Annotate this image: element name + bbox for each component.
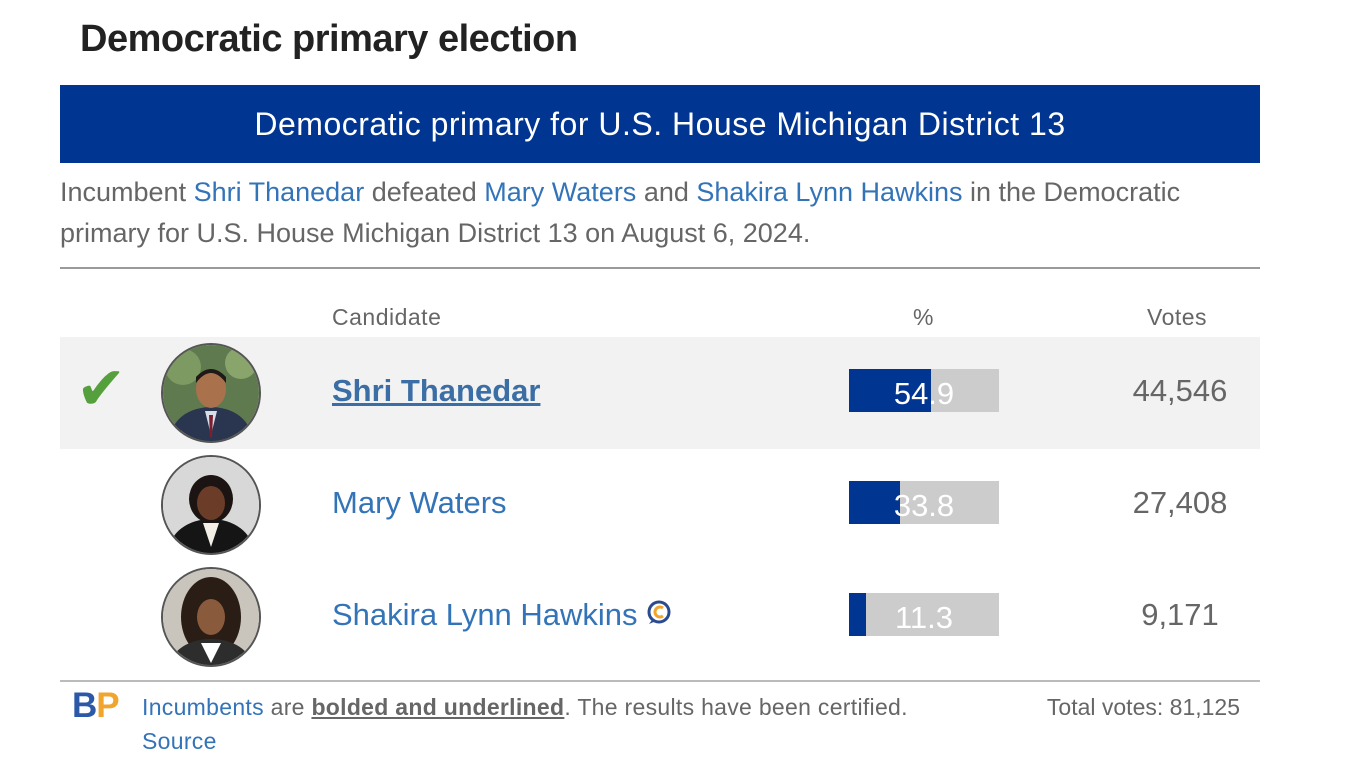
percent-bar: 33.8 (849, 481, 999, 524)
candidate-name-link[interactable]: Mary Waters (332, 485, 507, 520)
candidate-name: Shakira Lynn Hawkins (332, 597, 638, 632)
vote-count: 44,546 (1132, 373, 1228, 408)
summary-mid: defeated (364, 177, 485, 207)
candidate-row-waters: Mary Waters 33.8 27,408 (60, 449, 1260, 561)
candidate-row-thanedar: ✔ Shri Thanedar 54.9 44,546 (60, 337, 1260, 449)
summary-and: and (636, 177, 697, 207)
page-title: Democratic primary election (80, 18, 578, 60)
column-header-votes: Votes (1147, 304, 1208, 330)
ballotpedia-logo[interactable]: BP (72, 686, 120, 725)
percent-bar: 54.9 (849, 369, 999, 412)
column-header-candidate: Candidate (332, 304, 442, 330)
candidate-row-hawkins: Shakira Lynn Hawkins 11.3 9,171 (60, 561, 1260, 673)
footnote-bolded: bolded and underlined (311, 694, 565, 720)
vote-count: 27,408 (1132, 485, 1228, 520)
candidate-name-link[interactable]: Shakira Lynn Hawkins (332, 597, 672, 633)
incumbents-link[interactable]: Incumbents (142, 694, 264, 720)
percent-bar-fill (849, 481, 900, 524)
footnote-text: are (263, 694, 312, 720)
percent-bar-fill (849, 369, 932, 412)
candidate-link-waters[interactable]: Mary Waters (484, 177, 637, 207)
percent-label: 33.8 (893, 488, 955, 523)
footnote: Incumbents are bolded and underlined. Th… (142, 690, 922, 758)
footnote-text: . The results have been certified. (564, 694, 908, 720)
percent-label: 54.9 (893, 376, 955, 411)
avatar (161, 567, 261, 667)
column-header-percent: % (913, 304, 934, 330)
summary-tail: in the Democratic primary for U.S. House… (60, 177, 1181, 248)
percent-bar: 11.3 (849, 593, 999, 636)
race-summary: Incumbent Shri Thanedar defeated Mary Wa… (60, 172, 1240, 254)
avatar (161, 343, 261, 443)
summary-lead: Incumbent (60, 177, 194, 207)
percent-label: 11.3 (894, 600, 954, 635)
source-link[interactable]: Source (142, 728, 217, 754)
winner-check-icon: ✔ (76, 354, 127, 424)
race-banner: Democratic primary for U.S. House Michig… (60, 85, 1260, 163)
vote-count: 9,171 (1141, 597, 1219, 632)
candidate-connection-icon[interactable] (646, 597, 672, 633)
candidate-link-hawkins[interactable]: Shakira Lynn Hawkins (696, 177, 963, 207)
avatar (161, 455, 261, 555)
percent-bar-fill (849, 593, 866, 636)
divider (60, 680, 1260, 682)
total-votes: Total votes: 81,125 (1046, 694, 1240, 720)
divider (60, 267, 1260, 269)
candidate-name-link[interactable]: Shri Thanedar (332, 373, 541, 408)
winner-link[interactable]: Shri Thanedar (193, 177, 365, 207)
